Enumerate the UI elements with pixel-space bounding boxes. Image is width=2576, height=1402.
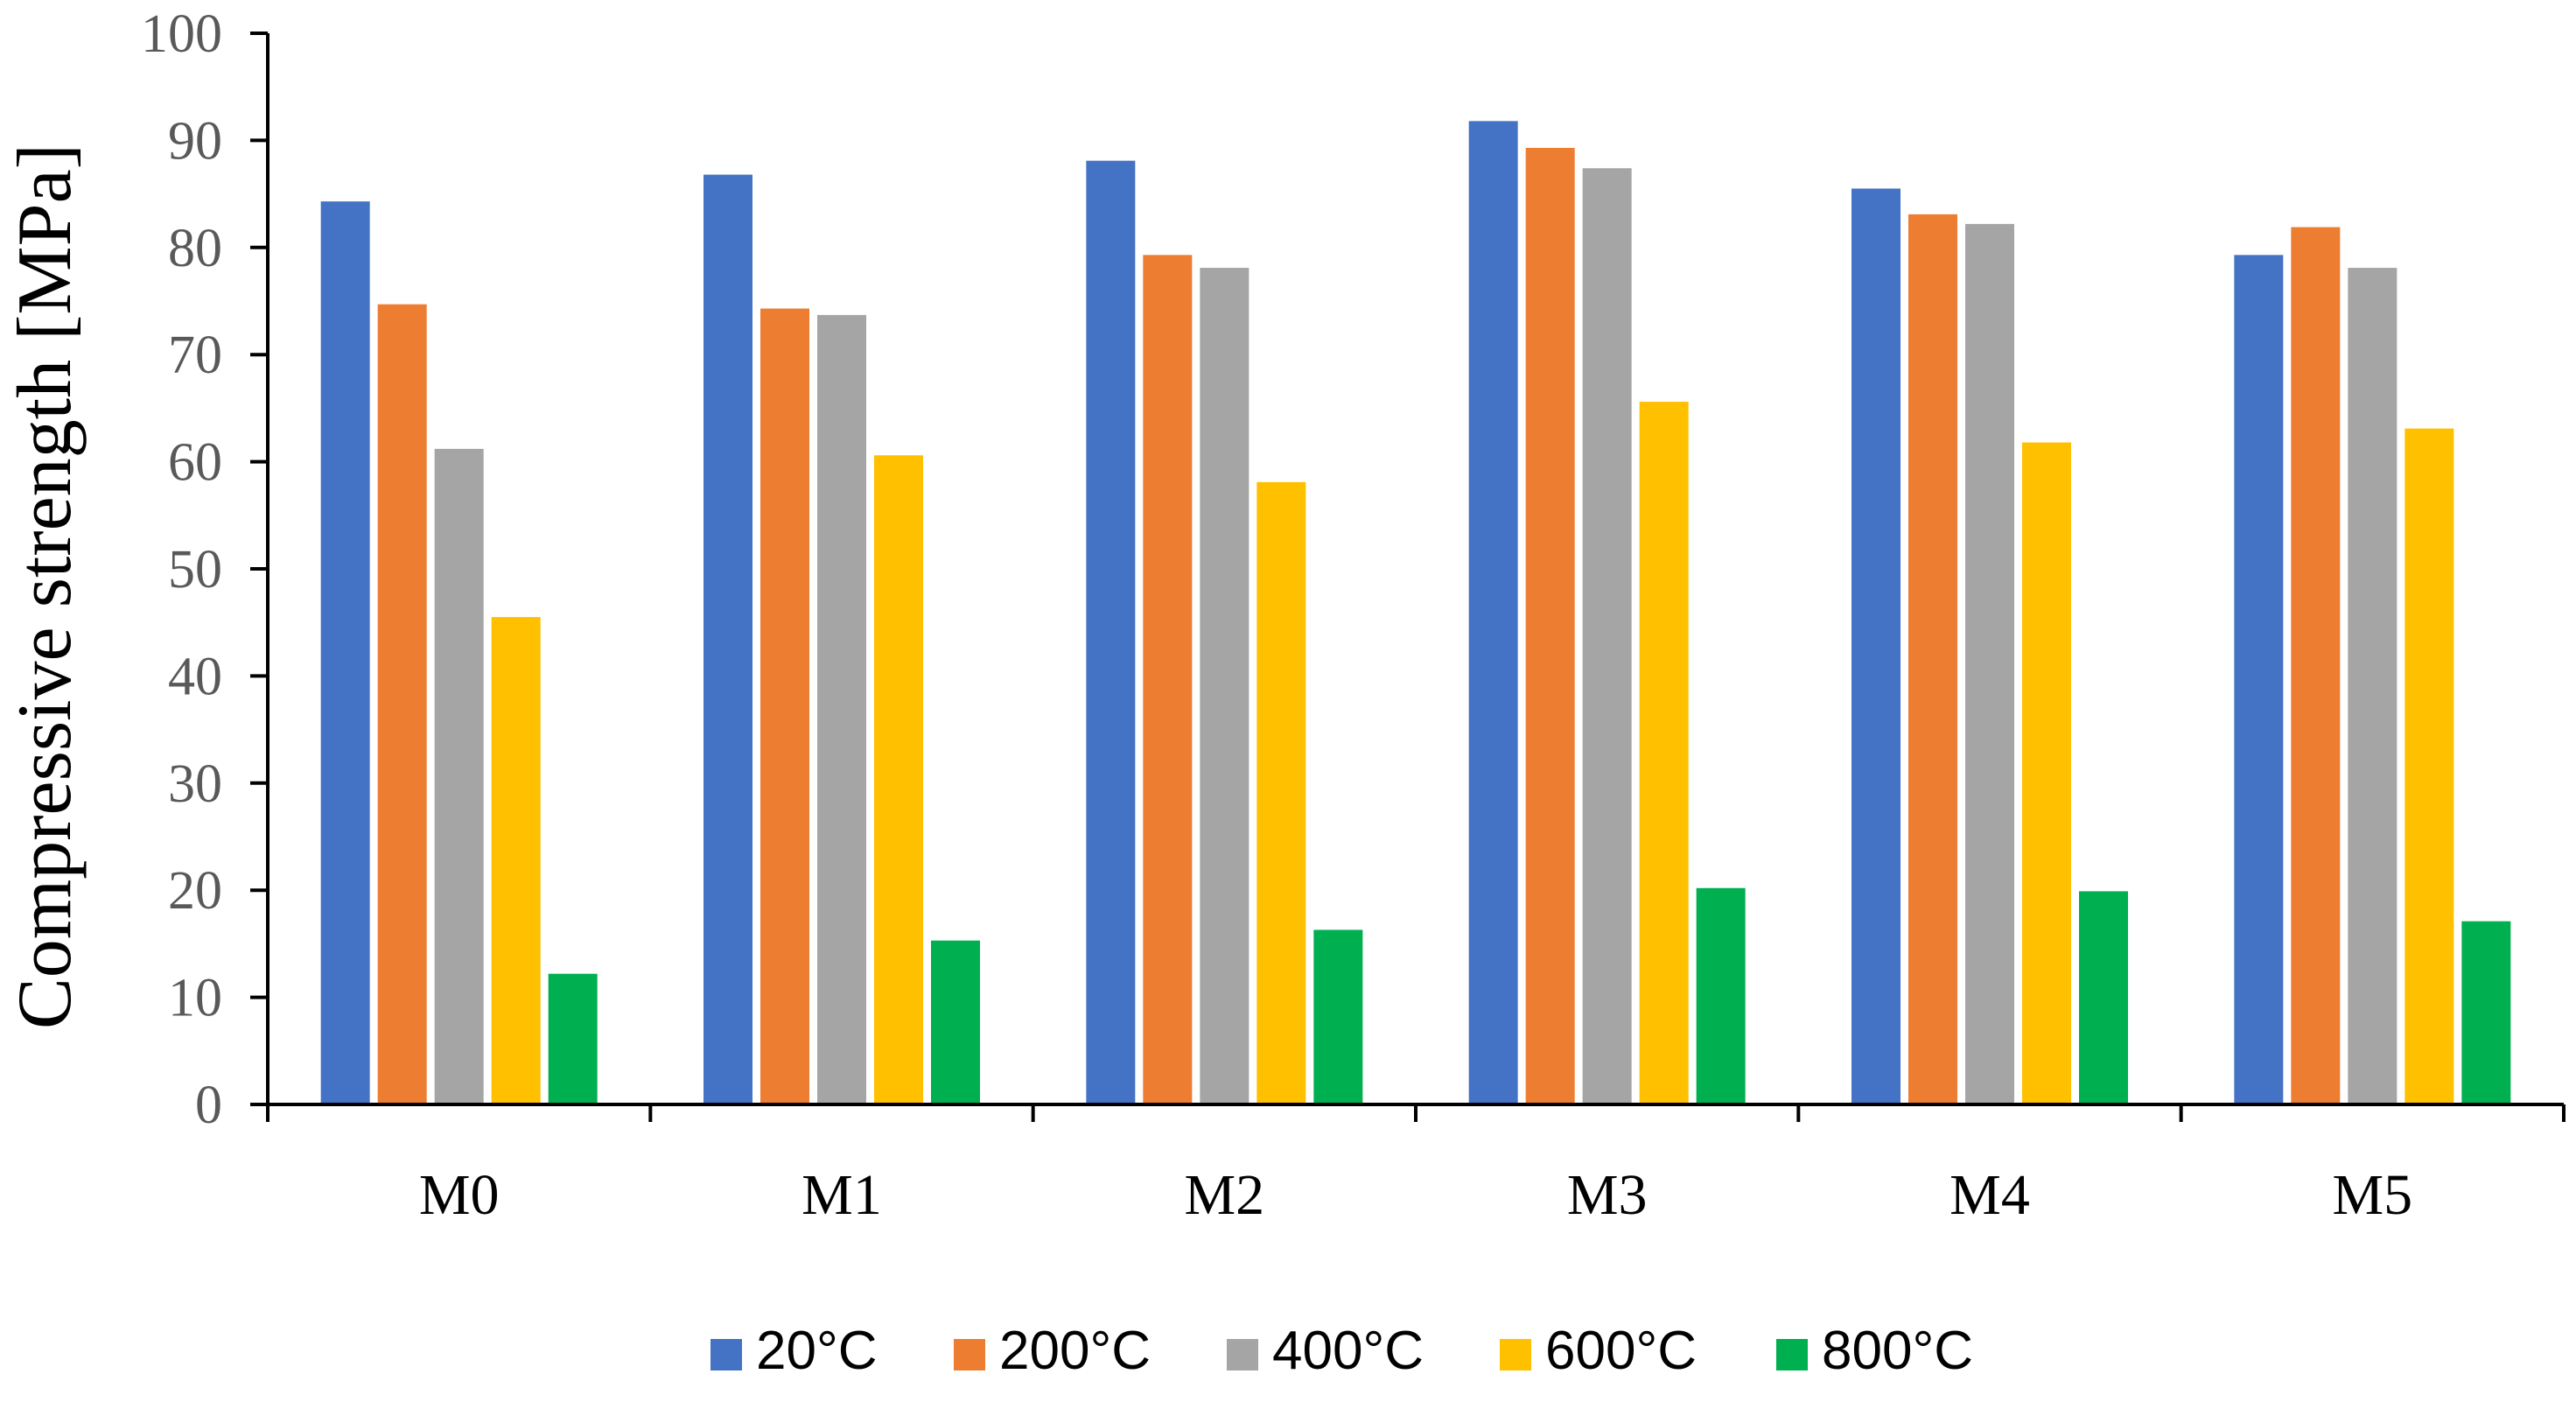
legend-label: 400°C [1272,1321,1424,1381]
y-tick-label: 80 [168,219,222,278]
bar-m1-400degc [817,314,866,1104]
x-category-label: M4 [1950,1163,2030,1227]
y-tick-label: 30 [168,754,222,814]
y-tick-label: 60 [168,433,222,493]
bar-m5-200degc [2291,227,2341,1104]
bar-m0-600degc [491,617,541,1104]
bar-m0-20degc [320,201,370,1105]
legend-swatch [1227,1339,1258,1370]
bar-m2-400degc [1200,268,1250,1104]
legend-label: 600°C [1545,1321,1697,1381]
bars-group [320,121,2511,1105]
y-tick-label: 100 [141,4,222,64]
y-tick-label: 50 [168,540,222,599]
bar-m5-400degc [2348,268,2398,1104]
legend-label: 20°C [756,1321,878,1381]
bar-m3-600degc [1639,402,1689,1104]
legend: 20°C 200°C 400°C 600°C 800°C [710,1321,1973,1381]
y-tick-label: 20 [168,861,222,921]
bar-m2-600degc [1256,481,1306,1104]
x-category-label: M3 [1567,1163,1648,1227]
legend-swatch [1776,1339,1808,1370]
legend-label: 200°C [999,1321,1151,1381]
y-axis-title: Compressive strength [MPa] [3,144,88,1029]
bar-m0-200degc [377,304,427,1104]
bar-m3-200degc [1525,147,1575,1104]
y-tick-label: 90 [168,111,222,171]
x-axis-ticks: M0 M1 M2 M3 M4 M5 [266,1104,2566,1227]
bar-m5-800degc [2461,921,2511,1104]
bar-m2-20degc [1086,160,1136,1104]
bar-m0-800degc [548,973,598,1104]
y-tick-label: 40 [168,647,222,706]
legend-swatch [1500,1339,1531,1370]
bar-m4-400degc [1965,223,2014,1104]
bar-m5-20degc [2234,255,2284,1104]
bar-m4-200degc [1908,214,1957,1104]
bar-m1-600degc [874,455,923,1104]
bar-m3-20degc [1468,121,1518,1104]
bar-m2-200degc [1143,255,1193,1104]
bar-m4-800degc [2079,891,2128,1104]
bar-m4-20degc [1852,188,1900,1105]
legend-swatch [710,1339,742,1370]
x-category-label: M2 [1184,1163,1264,1227]
y-tick-label: 70 [168,326,222,385]
y-axis-ticks: 0 10 20 30 40 50 60 70 80 90 100 [141,4,268,1135]
y-tick-label: 0 [195,1076,222,1135]
x-category-label: M0 [419,1163,500,1227]
bar-m1-200degc [760,308,809,1104]
x-category-label: M5 [2332,1163,2412,1227]
x-category-label: M1 [802,1163,882,1227]
bar-m3-800degc [1696,887,1746,1104]
y-tick-label: 10 [168,969,222,1028]
bar-m0-400degc [434,448,484,1104]
bar-m4-600degc [2022,442,2071,1104]
bar-m1-20degc [704,174,752,1104]
bar-m3-400degc [1582,168,1632,1104]
bar-m2-800degc [1313,929,1363,1104]
bar-m1-800degc [931,940,980,1104]
bar-m5-600degc [2404,428,2454,1104]
legend-swatch [954,1339,985,1370]
legend-label: 800°C [1822,1321,1973,1381]
